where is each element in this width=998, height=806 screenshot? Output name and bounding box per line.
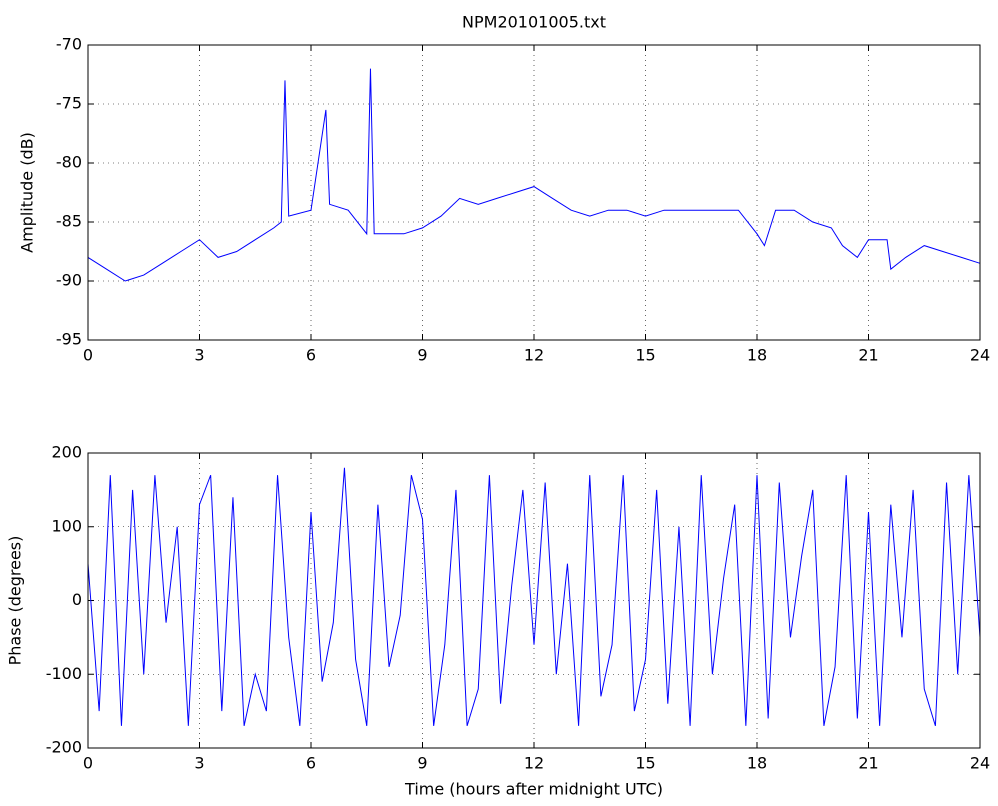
x-axis-label: Time (hours after midnight UTC): [404, 780, 663, 799]
x-tick-label: 6: [306, 346, 316, 365]
y-tick-label: 0: [72, 590, 82, 609]
axes-box: [87, 452, 981, 749]
y-tick-label: -90: [56, 271, 82, 290]
chart-title: NPM20101005.txt: [462, 13, 606, 32]
x-tick-label: 9: [417, 346, 427, 365]
x-tick-label: 12: [524, 754, 544, 773]
x-tick-label: 18: [747, 346, 767, 365]
x-tick-label: 3: [194, 754, 204, 773]
x-tick-label: 6: [306, 754, 316, 773]
data-line: [87, 68, 981, 282]
y-tick-label: -100: [46, 664, 82, 683]
x-tick-label: 3: [194, 346, 204, 365]
y-tick-label: -80: [56, 153, 82, 172]
y-tick-label: -75: [56, 94, 82, 113]
x-tick-label: 12: [524, 346, 544, 365]
axes-box: [87, 44, 981, 341]
x-tick-label: 15: [635, 754, 655, 773]
x-tick-label: 0: [83, 346, 93, 365]
y-axis-label: Phase (degrees): [6, 536, 25, 666]
x-tick-label: 21: [858, 346, 878, 365]
x-tick-label: 15: [635, 346, 655, 365]
y-tick-label: -95: [56, 330, 82, 349]
x-tick-label: 18: [747, 754, 767, 773]
y-tick-label: 200: [51, 443, 82, 462]
x-tick-label: 24: [970, 754, 990, 773]
y-tick-label: -85: [56, 212, 82, 231]
y-tick-label: -200: [46, 738, 82, 757]
x-tick-label: 9: [417, 754, 427, 773]
x-tick-label: 24: [970, 346, 990, 365]
y-axis-label: Amplitude (dB): [18, 132, 37, 253]
y-tick-label: -70: [56, 35, 82, 54]
x-tick-label: 21: [858, 754, 878, 773]
x-tick-label: 0: [83, 754, 93, 773]
y-tick-label: 100: [51, 516, 82, 535]
data-line: [87, 467, 981, 727]
